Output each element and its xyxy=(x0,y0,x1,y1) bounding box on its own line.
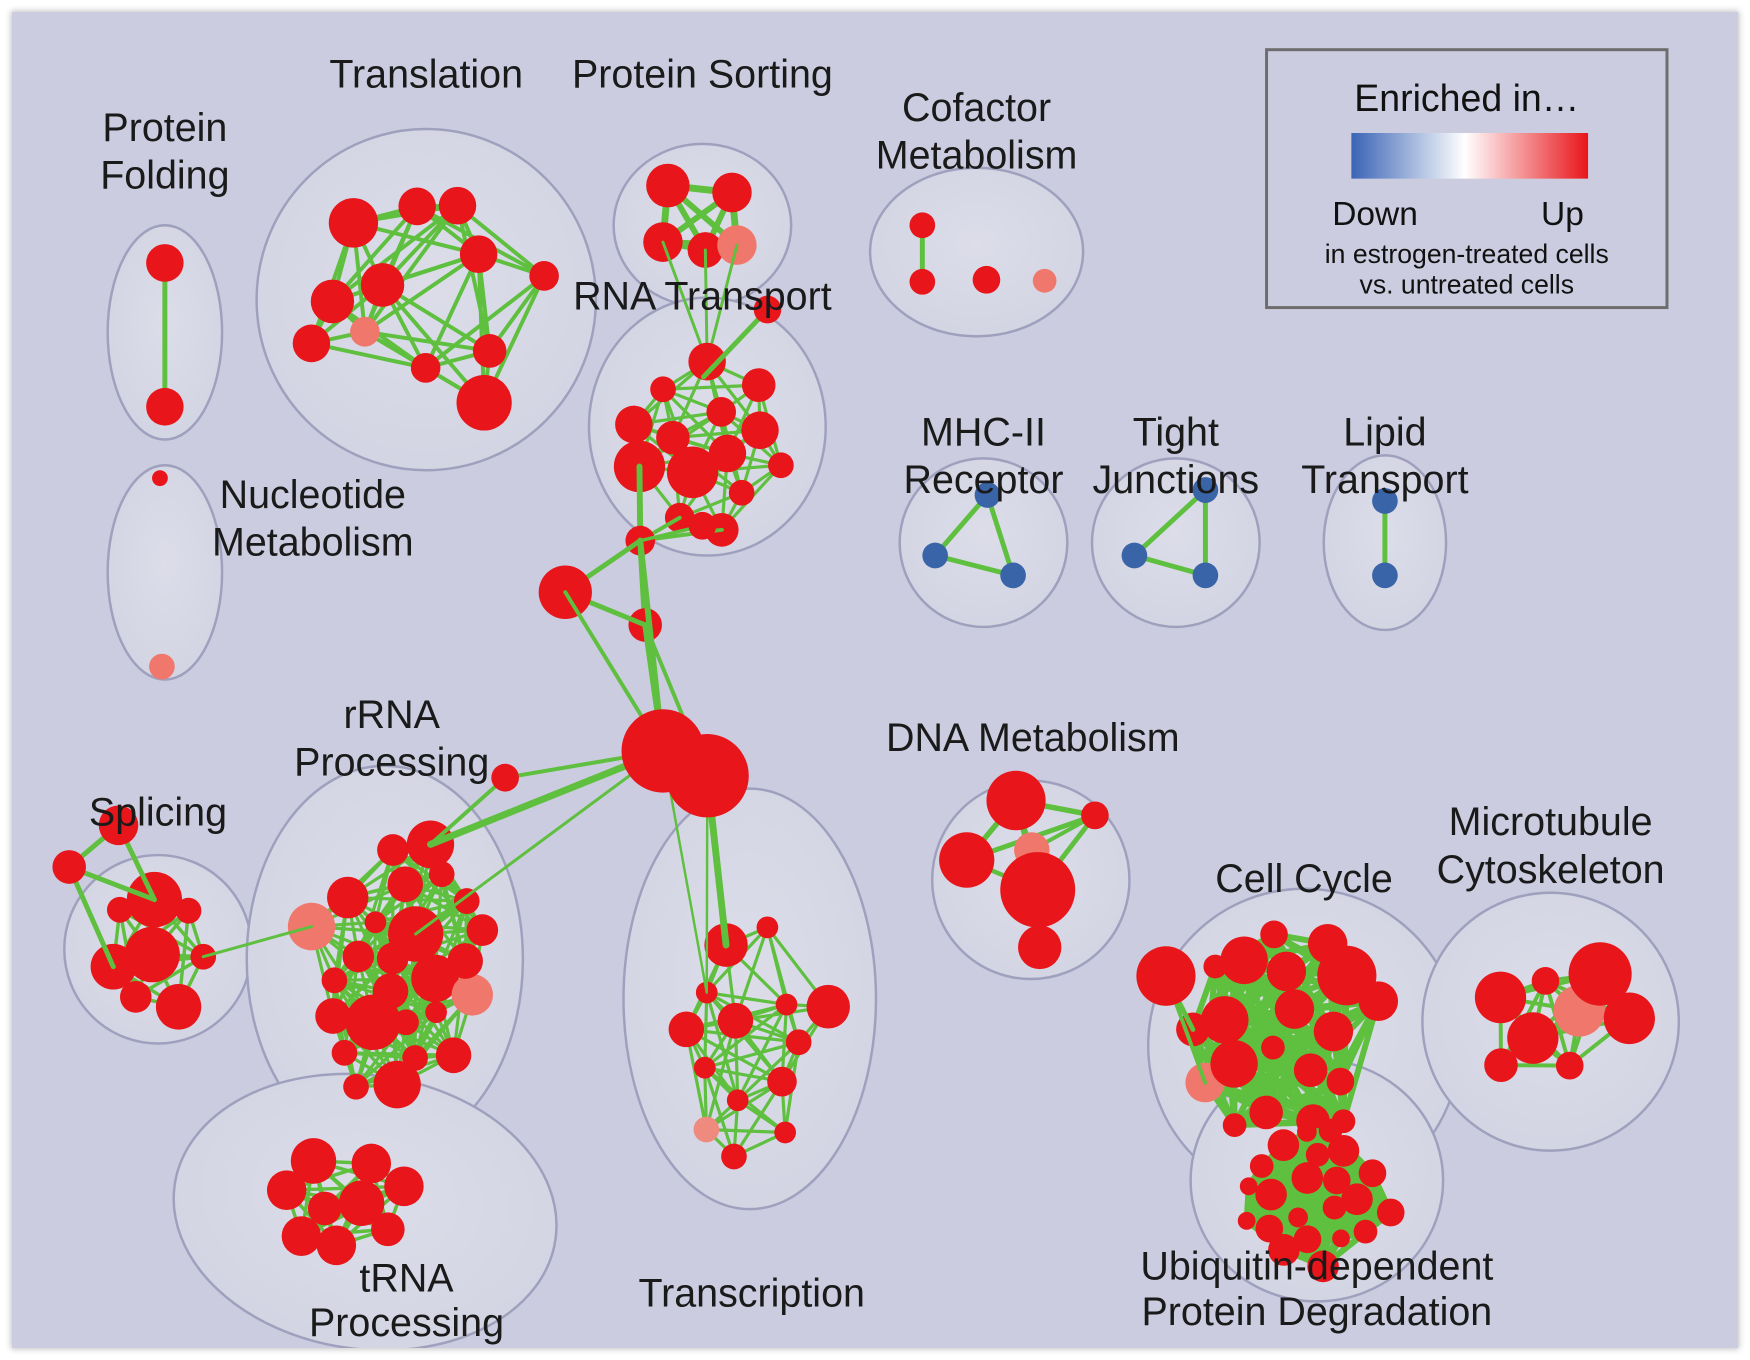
svg-text:Receptor: Receptor xyxy=(903,458,1063,502)
svg-text:Enriched in…: Enriched in… xyxy=(1354,77,1579,119)
svg-text:Folding: Folding xyxy=(100,153,229,197)
svg-text:Lipid: Lipid xyxy=(1343,410,1426,454)
svg-text:vs. untreated cells: vs. untreated cells xyxy=(1360,270,1574,300)
svg-text:DNA Metabolism: DNA Metabolism xyxy=(886,716,1180,760)
svg-text:Ubiquitin-dependent: Ubiquitin-dependent xyxy=(1140,1244,1493,1288)
svg-text:MHC-II: MHC-II xyxy=(921,410,1046,454)
svg-text:Up: Up xyxy=(1541,196,1584,233)
svg-text:Cofactor: Cofactor xyxy=(902,86,1051,130)
svg-text:Splicing: Splicing xyxy=(89,790,227,834)
svg-text:RNA Transport: RNA Transport xyxy=(573,274,832,318)
svg-text:Protein: Protein xyxy=(102,106,227,150)
svg-text:Protein Degradation: Protein Degradation xyxy=(1141,1290,1492,1334)
svg-text:Translation: Translation xyxy=(329,52,523,96)
svg-text:Processing: Processing xyxy=(309,1301,504,1345)
svg-text:Cytoskeleton: Cytoskeleton xyxy=(1437,848,1665,892)
svg-text:Cell Cycle: Cell Cycle xyxy=(1215,857,1393,901)
svg-text:Microtubule: Microtubule xyxy=(1449,800,1653,844)
svg-text:Nucleotide: Nucleotide xyxy=(220,473,406,517)
svg-text:in estrogen-treated cells: in estrogen-treated cells xyxy=(1325,239,1609,269)
svg-text:Tight: Tight xyxy=(1133,410,1219,454)
svg-text:Metabolism: Metabolism xyxy=(876,134,1078,178)
svg-text:Down: Down xyxy=(1332,196,1418,233)
svg-text:Processing: Processing xyxy=(294,741,489,785)
svg-text:rRNA: rRNA xyxy=(344,693,441,737)
svg-text:Metabolism: Metabolism xyxy=(212,520,414,564)
svg-text:Transport: Transport xyxy=(1301,458,1468,502)
svg-text:tRNA: tRNA xyxy=(359,1256,454,1300)
svg-text:Junctions: Junctions xyxy=(1093,458,1260,502)
svg-text:Transcription: Transcription xyxy=(638,1271,864,1315)
svg-text:Protein Sorting: Protein Sorting xyxy=(572,52,833,96)
